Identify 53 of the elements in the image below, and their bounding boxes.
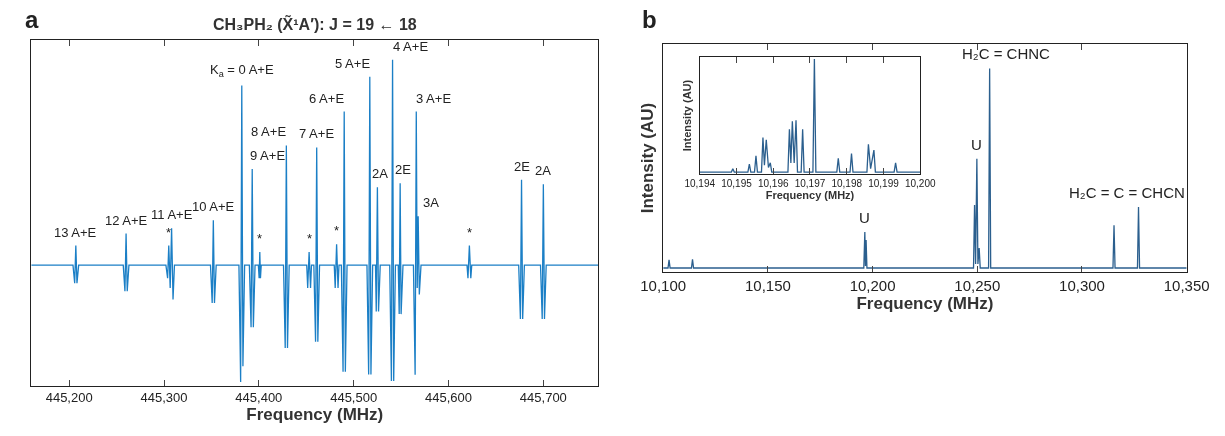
text: b [642,6,657,33]
x-axis-title: Frequency (MHz) [765,189,855,202]
annotation: 3A [423,195,440,210]
annotation: K$_{a}$ = 0 A+E [210,62,274,79]
y-axis-title: Intensity (AU) [681,79,694,152]
annotation: U [859,209,870,226]
annotation: 6 A+E [309,91,345,106]
x-tick-label: 10,196 [757,178,789,190]
annotation: 2A [372,166,389,181]
annotation: U [971,136,982,153]
x-tick-label: 445,400 [235,390,283,406]
annotation: 7 A+E [299,126,335,141]
x-tick-label: 10,195 [721,178,753,190]
annotation: 4 A+E [393,39,429,54]
x-tick-label: 445,200 [45,390,93,406]
x-tick-label: 10,300 [1059,277,1105,295]
text: a [25,6,39,33]
x-tick-label: 10,194 [684,178,716,190]
annotation: 13 A+E [54,225,97,240]
x-axis-title: Frequency (MHz) [856,294,994,314]
annotation: 10 A+E [192,199,235,214]
y-axis-title: Intensity (AU) [637,102,657,214]
annotation: 12 A+E [105,213,148,228]
annotation: 5 A+E [335,56,371,71]
annotation: * [467,225,473,240]
x-tick-label: 10,199 [868,178,900,190]
x-tick-label: 445,600 [425,390,473,406]
annotation: 8 A+E [251,124,287,139]
annotation: 3 A+E [416,91,452,106]
x-tick-label: 10,200 [849,277,896,295]
x-tick-label: 10,197 [794,178,826,190]
x-tick-label: 445,300 [140,390,188,406]
chart-title: CH₃PH₂ (X̃¹A′): J = 19 ← 18 [213,14,417,33]
annotation: H₂C = CHNC [962,45,1051,62]
x-tick-label: 445,500 [330,390,378,406]
annotation: 11 A+E [151,207,193,222]
x-axis-title: Frequency (MHz) [246,405,384,425]
x-tick-label: 10,350 [1163,277,1210,295]
annotation: * [166,225,172,240]
annotation: 2E [514,159,531,174]
annotation: * [334,223,340,238]
annotation: * [307,231,313,246]
annotation: 2E [395,162,412,177]
annotation: H₂C = C = CHCN [1069,184,1185,201]
x-tick-label: 10,150 [744,277,791,295]
x-tick-label: 10,100 [640,277,687,295]
x-tick-label: 445,700 [519,390,567,406]
annotation: 9 A+E [250,148,286,163]
x-tick-label: 10,198 [831,178,863,190]
annotation: 2A [535,163,552,178]
x-tick-label: 10,250 [954,277,1001,295]
x-tick-label: 10,200 [904,178,936,190]
annotation: * [257,231,263,246]
